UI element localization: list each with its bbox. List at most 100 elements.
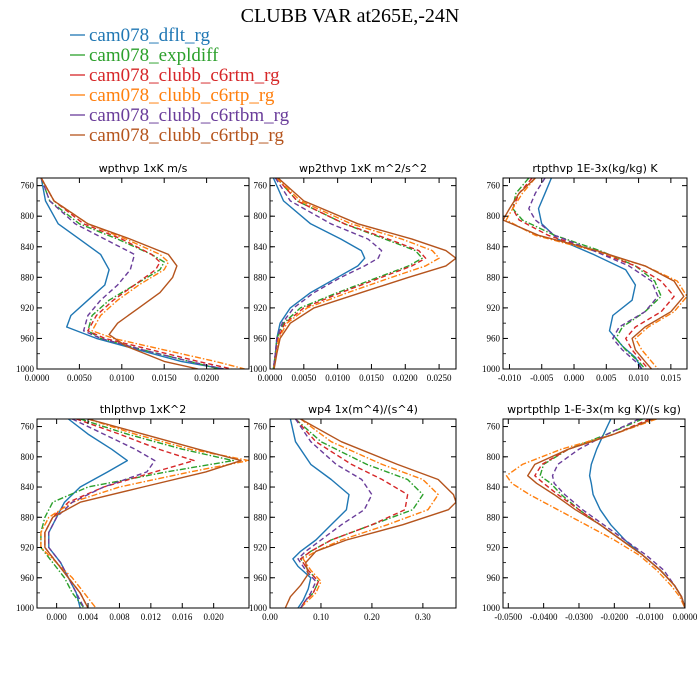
y-tick-label: 960 bbox=[21, 573, 35, 583]
series-line-cam078_clubb_c6rtbp_rg bbox=[284, 419, 456, 608]
x-tick-label: 0.0000 bbox=[258, 373, 283, 383]
y-tick-label: 1000 bbox=[16, 603, 35, 613]
y-tick-label: 960 bbox=[254, 333, 268, 343]
y-tick-label: 880 bbox=[487, 272, 501, 282]
y-tick-label: 800 bbox=[487, 211, 501, 221]
y-tick-label: 760 bbox=[254, 181, 268, 191]
x-tick-label: 0.0200 bbox=[194, 373, 219, 383]
series-line-cam078_expldiff bbox=[539, 419, 685, 608]
panel-title: wp2thvp 1xK m^2/s^2 bbox=[299, 162, 427, 175]
series-line-cam078_clubb_c6rtbm_rg bbox=[551, 419, 685, 608]
legend-label-cam078_clubb_c6rtm_rg: cam078_clubb_c6rtm_rg bbox=[89, 65, 280, 86]
legend-label-cam078_expldiff: cam078_expldiff bbox=[89, 45, 219, 66]
x-tick-label: 0.0100 bbox=[109, 373, 134, 383]
panel-2: wp2thvp 1xK m^2/s^2 760 800 840 880 920 960 100… bbox=[249, 162, 457, 383]
y-tick-label: 880 bbox=[254, 512, 268, 522]
y-tick-label: 1000 bbox=[249, 364, 268, 374]
series-line-cam078_expldiff bbox=[40, 178, 220, 369]
panel-title: wpthvp 1xK m/s bbox=[99, 162, 188, 175]
series-line-cam078_expldiff bbox=[272, 178, 423, 369]
series-line-cam078_clubb_c6rtp_rg bbox=[300, 419, 439, 608]
legend-label-cam078_clubb_c6rtbp_rg: cam078_clubb_c6rtbp_rg bbox=[89, 125, 284, 146]
series-line-cam078_expldiff bbox=[512, 178, 662, 369]
series-line-cam078_clubb_c6rtbp_rg bbox=[503, 178, 685, 369]
panel-5: wp4 1x(m^4)/(s^4)76080084088092096010000… bbox=[249, 403, 457, 622]
x-tick-label: 0.20 bbox=[364, 612, 380, 622]
legend: cam078_dflt_rgcam078_expldiffcam078_club… bbox=[70, 25, 290, 146]
panel-3: rtpthvp 1E-3x(kg/kg) K 760 800 840 880 920 960… bbox=[482, 162, 688, 383]
legend-label-cam078_clubb_c6rtp_rg: cam078_clubb_c6rtp_rg bbox=[89, 85, 275, 106]
panel-title: wprtpthlp 1-E-3x(m kg K)/(s kg) bbox=[507, 403, 681, 416]
y-tick-label: 880 bbox=[21, 272, 35, 282]
legend-label-cam078_dflt_rg: cam078_dflt_rg bbox=[89, 25, 211, 46]
panels: wpthvp 1xK m/s76080084088092096010000.00… bbox=[16, 162, 698, 622]
x-tick-label: 0.020 bbox=[204, 612, 225, 622]
x-tick-label: 0.00 bbox=[262, 612, 278, 622]
panel-title: rtpthvp 1E-3x(kg/kg) K bbox=[532, 162, 658, 175]
y-tick-label: 920 bbox=[21, 303, 35, 313]
series-line-cam078_clubb_c6rtp_rg bbox=[272, 178, 440, 369]
x-tick-label: -0.0200 bbox=[600, 612, 628, 622]
x-tick-label: 0.0100 bbox=[325, 373, 350, 383]
y-tick-label: 760 bbox=[487, 181, 501, 191]
series-line-cam078_clubb_c6rtp_rg bbox=[505, 419, 685, 608]
y-tick-label: 960 bbox=[487, 573, 501, 583]
series-group bbox=[284, 419, 456, 608]
x-tick-label: 0.0050 bbox=[291, 373, 316, 383]
series-line-cam078_dflt_rg bbox=[537, 178, 643, 369]
x-tick-label: -0.010 bbox=[498, 373, 522, 383]
y-tick-label: 800 bbox=[487, 452, 501, 462]
x-tick-label: 0.0150 bbox=[359, 373, 384, 383]
series-line-cam078_clubb_c6rtm_rg bbox=[272, 178, 427, 369]
panel-1: wpthvp 1xK m/s76080084088092096010000.00… bbox=[16, 162, 250, 383]
x-tick-label: 0.0200 bbox=[393, 373, 418, 383]
y-tick-label: 920 bbox=[487, 543, 501, 553]
x-tick-label: 0.0000 bbox=[25, 373, 50, 383]
panel-4: thlpthvp 1xK^2 760 800 840 880 920 960 1000 0.00… bbox=[16, 403, 250, 622]
x-tick-label: 0.005 bbox=[596, 373, 617, 383]
y-tick-label: 800 bbox=[254, 452, 268, 462]
x-tick-label: 0.0050 bbox=[67, 373, 92, 383]
legend-label-cam078_clubb_c6rtbm_rg: cam078_clubb_c6rtbm_rg bbox=[89, 105, 290, 126]
y-tick-label: 800 bbox=[21, 211, 35, 221]
y-tick-label: 880 bbox=[487, 512, 501, 522]
x-tick-label: 0.015 bbox=[661, 373, 682, 383]
y-tick-label: 920 bbox=[254, 303, 268, 313]
y-tick-label: 920 bbox=[21, 543, 35, 553]
x-tick-label: 0.000 bbox=[47, 612, 68, 622]
series-line-cam078_clubb_c6rtbp_rg bbox=[40, 178, 199, 369]
panel-title: thlpthvp 1xK^2 bbox=[100, 403, 187, 416]
y-tick-label: 840 bbox=[21, 482, 35, 492]
series-line-cam078_clubb_c6rtbm_rg bbox=[40, 178, 224, 369]
series-line-cam078_clubb_c6rtbm_rg bbox=[48, 419, 156, 608]
series-group bbox=[272, 178, 456, 369]
series-line-cam078_clubb_c6rtp_rg bbox=[40, 178, 245, 369]
series-line-cam078_clubb_c6rtbp_rg bbox=[44, 419, 242, 608]
series-line-cam078_clubb_c6rtbp_rg bbox=[273, 178, 456, 369]
plot-frame bbox=[36, 418, 250, 609]
x-tick-label: 0.004 bbox=[78, 612, 99, 622]
y-tick-label: 1000 bbox=[482, 364, 501, 374]
series-line-cam078_dflt_rg bbox=[289, 419, 350, 608]
plot-frame bbox=[36, 177, 250, 370]
figure-title: CLUBB VAR at265E,-24N bbox=[241, 5, 460, 27]
plot-frame bbox=[502, 177, 688, 370]
x-tick-label: 0.30 bbox=[415, 612, 431, 622]
y-tick-label: 1000 bbox=[249, 603, 268, 613]
y-tick-label: 840 bbox=[487, 482, 501, 492]
y-tick-label: 960 bbox=[487, 333, 501, 343]
series-line-cam078_clubb_c6rtm_rg bbox=[534, 419, 685, 608]
x-tick-label: 0.000 bbox=[564, 373, 585, 383]
x-tick-label: 0.0250 bbox=[427, 373, 452, 383]
series-group bbox=[505, 419, 685, 608]
series-line-cam078_clubb_c6rtm_rg bbox=[512, 178, 675, 369]
x-tick-label: -0.0400 bbox=[530, 612, 558, 622]
x-tick-label: 0.008 bbox=[109, 612, 130, 622]
x-tick-label: 0.016 bbox=[172, 612, 193, 622]
x-tick-label: -0.0300 bbox=[565, 612, 593, 622]
y-tick-label: 800 bbox=[254, 211, 268, 221]
plot-frame bbox=[269, 418, 457, 609]
x-tick-label: 0.012 bbox=[141, 612, 161, 622]
x-tick-label: -0.0100 bbox=[636, 612, 664, 622]
y-tick-label: 800 bbox=[21, 452, 35, 462]
